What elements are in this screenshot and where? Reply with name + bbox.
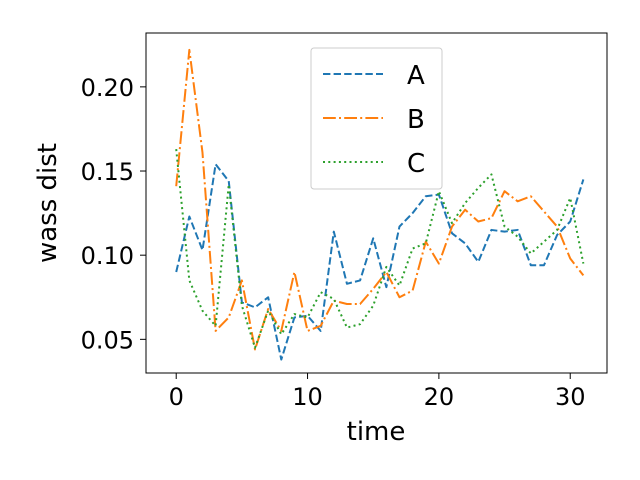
series-line-a xyxy=(175,163,585,361)
y-axis: 0.05 0.10 0.15 0.20 xyxy=(81,74,146,354)
legend-label-b: B xyxy=(407,105,425,135)
y-tick-label: 0.15 xyxy=(81,158,134,186)
plot-frame xyxy=(145,32,608,374)
x-tick-label: 0 xyxy=(169,383,184,411)
y-tick-label: 0.20 xyxy=(81,74,134,102)
x-axis: 0 10 20 30 xyxy=(169,373,586,411)
series-line-c xyxy=(175,149,585,349)
x-tick-label: 20 xyxy=(424,383,455,411)
legend-entries: ABC xyxy=(323,61,425,179)
legend-label-c: C xyxy=(407,149,425,179)
y-tick-label: 0.10 xyxy=(81,242,134,270)
y-tick-label: 0.05 xyxy=(81,326,134,354)
legend: ABC xyxy=(310,47,443,190)
x-tick-label: 10 xyxy=(292,383,323,411)
series-line-b xyxy=(175,48,585,351)
series-layer xyxy=(175,48,585,361)
y-axis-label: wass dist xyxy=(33,143,63,263)
x-axis-label: time xyxy=(347,417,406,447)
x-tick-label: 30 xyxy=(555,383,586,411)
legend-label-a: A xyxy=(407,61,425,91)
